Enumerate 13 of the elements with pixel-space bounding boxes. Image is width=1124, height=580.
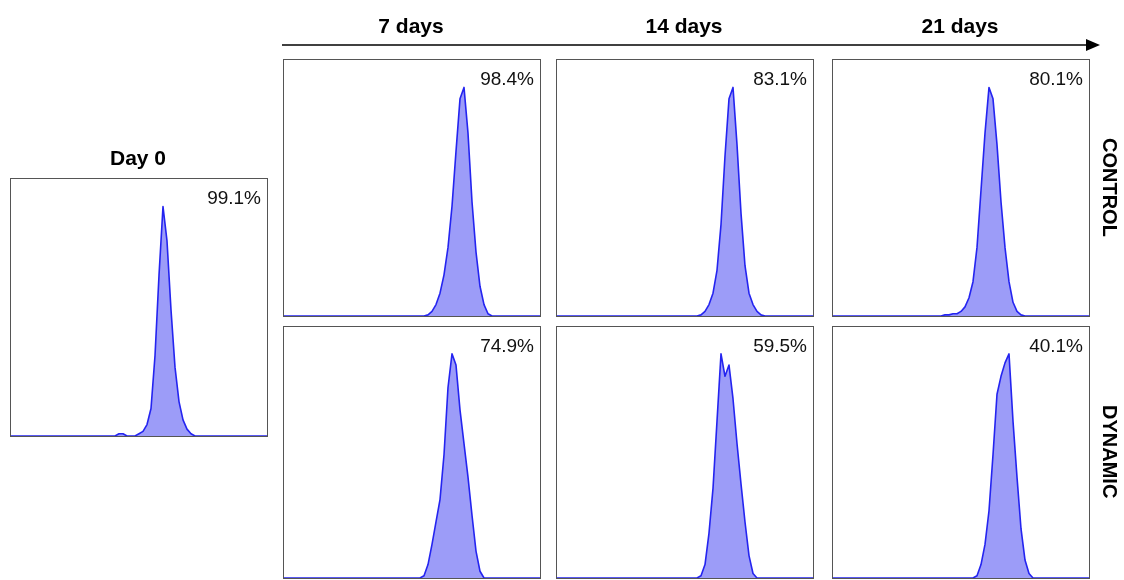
annotation: 74.9% xyxy=(480,334,535,356)
y2-axis-title: DYNAMIC xyxy=(1098,403,1121,501)
annotation: 98.4% xyxy=(480,67,535,89)
annotation: 83.1% xyxy=(753,67,808,89)
chart-title: 14 days xyxy=(644,14,724,38)
chart-title: Day 0 xyxy=(108,146,167,170)
annotation: 80.1% xyxy=(1029,67,1084,89)
y2-axis-title: CONTROL xyxy=(1098,136,1121,239)
chart-title: 7 days xyxy=(377,14,445,38)
annotation: 40.1% xyxy=(1029,334,1084,356)
annotation: 99.1% xyxy=(207,186,262,208)
annotation: 59.5% xyxy=(753,334,808,356)
chart-title: 21 days xyxy=(920,14,1000,38)
